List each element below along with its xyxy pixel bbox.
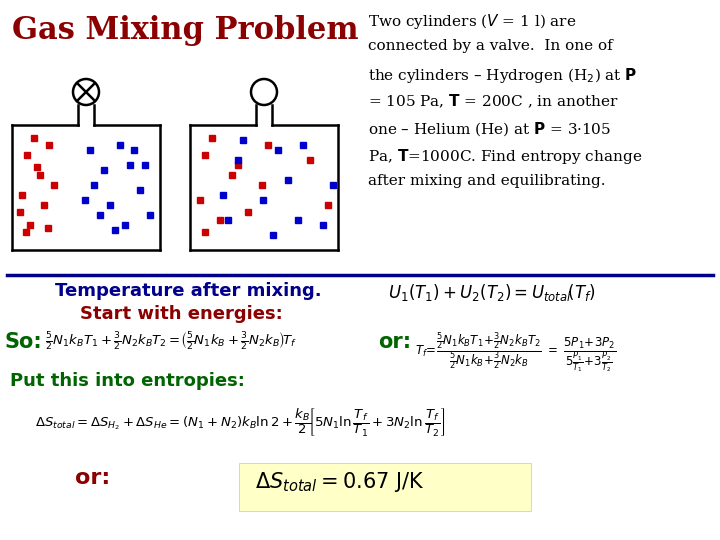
Text: Gas Mixing Problem: Gas Mixing Problem <box>12 15 359 46</box>
Text: or:: or: <box>378 332 411 352</box>
Text: $\frac{5}{2}N_1k_BT_1+\frac{3}{2}N_2k_BT_2=\!\left(\frac{5}{2}N_1k_B+\frac{3}{2}: $\frac{5}{2}N_1k_BT_1+\frac{3}{2}N_2k_BT… <box>45 330 297 352</box>
Text: Start with energies:: Start with energies: <box>80 305 283 323</box>
Bar <box>13 125 159 249</box>
Text: Temperature after mixing.: Temperature after mixing. <box>55 282 322 300</box>
Text: Pa, $\bf{T}$=1000C. Find entropy change: Pa, $\bf{T}$=1000C. Find entropy change <box>368 147 642 166</box>
Text: = 105 Pa, $\bf{T}$ = 200C , in another: = 105 Pa, $\bf{T}$ = 200C , in another <box>368 93 618 110</box>
Text: or:: or: <box>75 468 110 488</box>
Text: Two cylinders ($V$ = 1 l) are: Two cylinders ($V$ = 1 l) are <box>368 12 577 31</box>
Text: So:: So: <box>5 332 42 352</box>
Text: $\Delta S_{total}=\Delta S_{H_2}+\Delta S_{He}=(N_1+N_2)k_B\ln 2+\dfrac{k_B}{2}\: $\Delta S_{total}=\Delta S_{H_2}+\Delta … <box>35 407 445 439</box>
Text: Put this into entropies:: Put this into entropies: <box>10 372 245 390</box>
Text: one – Helium (He) at $\bf{P}$ = 3·105: one – Helium (He) at $\bf{P}$ = 3·105 <box>368 120 611 138</box>
Text: connected by a valve.  In one of: connected by a valve. In one of <box>368 39 613 53</box>
Text: $U_1(T_1)+U_2(T_2) = U_{total}\!\left(T_f\right)$: $U_1(T_1)+U_2(T_2) = U_{total}\!\left(T_… <box>388 282 596 303</box>
Circle shape <box>251 79 277 105</box>
Text: $T_f\!=\!\dfrac{\frac{5}{2}N_1k_BT_1\!+\!\frac{3}{2}N_2k_BT_2}{\frac{5}{2}N_1k_B: $T_f\!=\!\dfrac{\frac{5}{2}N_1k_BT_1\!+\… <box>415 330 616 375</box>
Text: after mixing and equilibrating.: after mixing and equilibrating. <box>368 174 606 188</box>
Bar <box>191 125 337 249</box>
Text: $\Delta S_{total} = 0.67\ \mathrm{J/K}$: $\Delta S_{total} = 0.67\ \mathrm{J/K}$ <box>255 470 425 494</box>
Circle shape <box>73 79 99 105</box>
FancyBboxPatch shape <box>239 463 531 511</box>
Text: the cylinders – Hydrogen (H$_2$) at $\bf{P}$: the cylinders – Hydrogen (H$_2$) at $\bf… <box>368 66 637 85</box>
